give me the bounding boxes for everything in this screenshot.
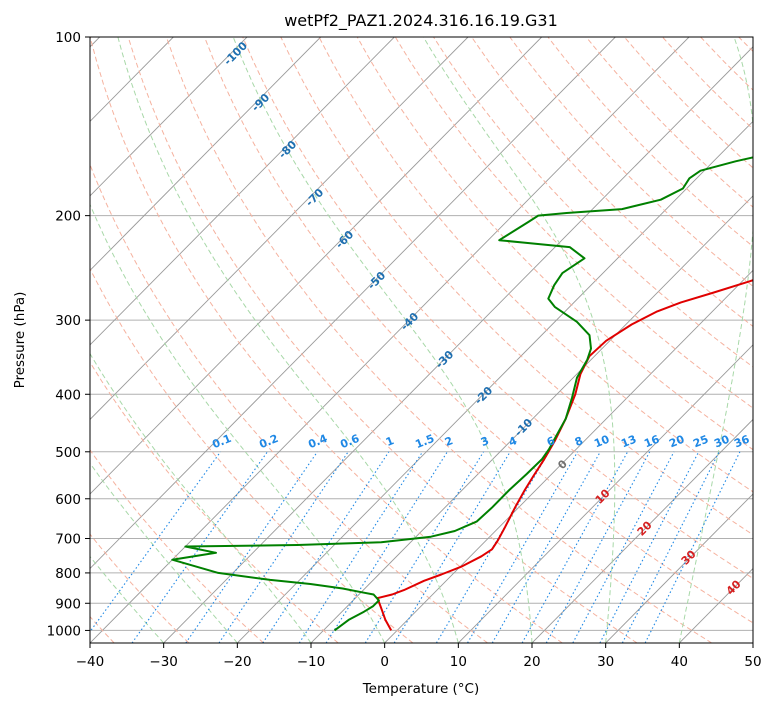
isotherm-line <box>384 269 753 643</box>
plot-frame <box>89 36 754 644</box>
mixing-ratio-line <box>393 451 511 643</box>
chart-title: wetPf2_PAZ1.2024.316.16.19.G31 <box>284 11 558 31</box>
isotherm-line <box>90 37 469 421</box>
y-tick-label: 900 <box>55 596 81 612</box>
mixing-ratio-line <box>521 451 629 643</box>
x-tick-label: −20 <box>223 654 252 670</box>
mixing-ratio-label: 1 <box>384 434 396 449</box>
y-tick-label: 300 <box>55 313 81 329</box>
isotherm-line <box>90 37 248 197</box>
mixing-ratio-label: 36 <box>732 433 751 451</box>
x-tick-label: 20 <box>523 654 540 670</box>
y-tick-label: 700 <box>55 532 81 548</box>
mixing-ratio-line <box>572 451 675 643</box>
moist-adiabat-line <box>117 37 459 643</box>
isotherm-line <box>90 37 690 643</box>
mixing-ratio-label: 2 <box>443 434 455 449</box>
dry-adiabat-line <box>204 37 753 624</box>
dry-adiabat-line <box>90 267 414 643</box>
y-tick-label: 200 <box>55 209 81 225</box>
x-tick-label: −10 <box>297 654 326 670</box>
x-tick-label: −30 <box>149 654 178 670</box>
mixing-ratio-label: 10 <box>592 433 611 451</box>
mixing-ratio-line <box>467 451 579 643</box>
mixing-ratio-label: 3 <box>479 434 491 449</box>
dry-adiabat-line <box>165 37 712 643</box>
moist-adiabat-line <box>90 555 165 643</box>
mixing-ratio-line <box>364 451 485 643</box>
dry-adiabat-line <box>318 37 753 493</box>
isotherm-line <box>605 493 753 643</box>
y-tick-label: 500 <box>55 445 81 461</box>
mixing-ratio-label: 25 <box>691 433 710 451</box>
y-tick-label: 400 <box>55 387 81 403</box>
isotherm-line <box>90 37 322 272</box>
mixing-ratio-line <box>491 451 601 643</box>
mixing-ratio-line <box>185 451 318 643</box>
x-axis-label: Temperature (°C) <box>362 681 480 697</box>
dry-adiabat-line <box>90 163 488 643</box>
dry-adiabat-line <box>356 37 753 451</box>
mixing-ratio-line <box>131 451 268 643</box>
dewpoint-profile-line <box>171 156 753 632</box>
isotherm-line <box>531 418 753 643</box>
mixing-ratio-label: 13 <box>619 433 638 451</box>
moist-adiabat-line <box>232 37 533 643</box>
dry-adiabat-line <box>433 37 753 368</box>
mixing-ratio-line <box>435 451 550 643</box>
mixing-ratio-label: 8 <box>573 434 585 449</box>
dry-adiabat-line <box>90 449 264 643</box>
y-tick-label: 1000 <box>47 623 81 639</box>
y-axis-label: Pressure (hPa) <box>12 292 28 389</box>
y-tick-label: 600 <box>55 492 81 508</box>
x-tick-label: 30 <box>597 654 614 670</box>
dry-adiabat-line <box>90 533 190 643</box>
isotherm-line <box>458 344 753 643</box>
isotherm-line <box>90 37 543 495</box>
x-tick-label: −40 <box>76 654 105 670</box>
mixing-ratio-line <box>325 451 448 643</box>
isotherm-line <box>90 37 616 570</box>
x-tick-label: 40 <box>671 654 688 670</box>
isotherm-line <box>237 120 753 643</box>
mixing-ratio-line <box>545 451 651 643</box>
y-tick-label: 100 <box>55 30 81 46</box>
mixing-ratio-line <box>90 451 221 633</box>
mixing-ratio-label: 20 <box>667 433 686 451</box>
isotherm-line <box>90 37 395 346</box>
x-tick-label: 50 <box>744 654 761 670</box>
x-tick-label: 0 <box>380 654 389 670</box>
dry-adiabat-line <box>471 37 753 328</box>
isotherm-line <box>163 46 753 643</box>
moist-adiabat-line <box>422 37 616 643</box>
mixing-ratio-label: 30 <box>712 433 731 451</box>
dry-adiabat-line <box>280 37 753 536</box>
moist-adiabat-line <box>90 203 386 643</box>
y-tick-label: 800 <box>55 566 81 582</box>
moist-adiabat-line <box>678 37 753 643</box>
mixing-ratio-label: 16 <box>642 433 661 451</box>
moist-adiabat-line <box>90 352 312 643</box>
moist-adiabat-line <box>90 462 238 643</box>
mixing-ratio-line <box>218 451 349 643</box>
x-tick-label: 10 <box>450 654 467 670</box>
dry-adiabat-line <box>127 37 638 643</box>
